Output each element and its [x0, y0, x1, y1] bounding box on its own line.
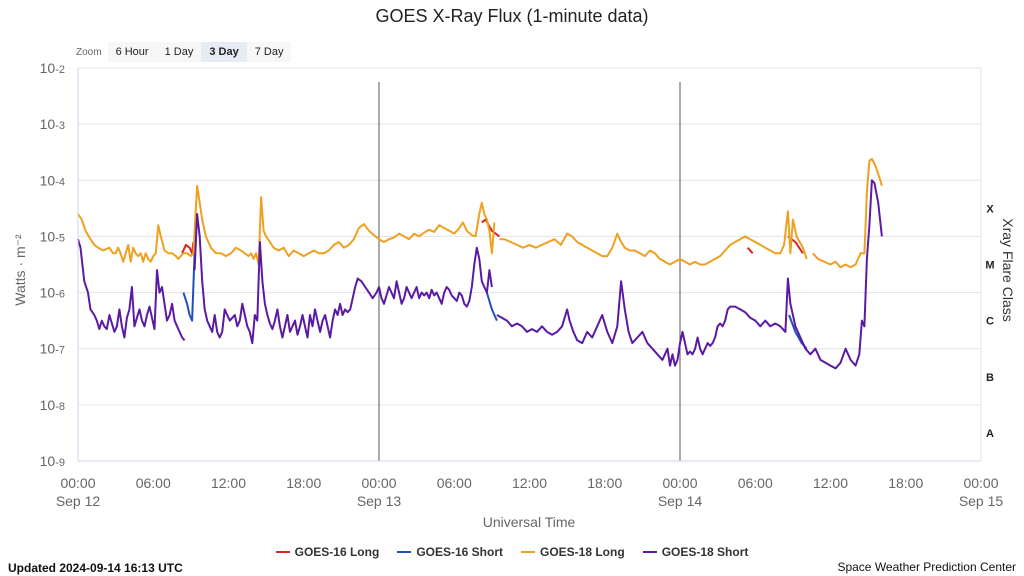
x-tick-time: 00:00 — [662, 475, 697, 491]
y-tick-label: 10-3 — [40, 116, 65, 132]
x-tick-time: 00:00 — [361, 475, 396, 491]
y-axis-title: Watts · m⁻² — [12, 234, 28, 306]
zoom-selector: Zoom 6 Hour 1 Day 3 Day 7 Day — [76, 41, 292, 63]
y-tick-label: 10-5 — [40, 228, 65, 244]
series-line-goes-18-short — [193, 213, 493, 345]
x-tick-time: 00:00 — [60, 475, 95, 491]
y-tick-label: 10-7 — [40, 341, 65, 357]
x-tick-date: Sep 15 — [959, 493, 1004, 509]
series-line-goes-16-short — [182, 253, 196, 322]
series-line-goes-16-long — [746, 247, 754, 254]
legend-label: GOES-18 Short — [661, 545, 749, 559]
series-lines — [77, 158, 883, 370]
x-tick-time: 00:00 — [963, 475, 998, 491]
x-tick-time: 18:00 — [888, 475, 923, 491]
legend-label: GOES-16 Long — [294, 545, 380, 559]
x-tick-time: 18:00 — [286, 475, 321, 491]
zoom-label: Zoom — [76, 46, 102, 58]
flare-class-labels: X M C B A — [985, 203, 994, 440]
y-tick-labels: 10-2 10-3 10-4 10-5 10-6 10-7 10-8 10-9 — [40, 60, 65, 469]
x-tick-time: 18:00 — [587, 475, 622, 491]
x-tick-date: Sep 13 — [357, 493, 402, 509]
zoom-1-day-button[interactable]: 1 Day — [156, 42, 202, 62]
x-tick-time: 12:00 — [512, 475, 547, 491]
legend-swatch — [521, 551, 535, 553]
y-tick-label: 10-6 — [40, 285, 65, 301]
x-tick-time: 12:00 — [813, 475, 848, 491]
series-line-goes-18-short — [496, 179, 883, 370]
x-tick-time: 06:00 — [136, 475, 171, 491]
day-dividers — [378, 82, 681, 461]
legend-item-goes18-long[interactable]: GOES-18 Long — [521, 545, 625, 559]
series-line-goes-18-long — [812, 158, 883, 269]
x-tick-time: 06:00 — [437, 475, 472, 491]
y2-axis-title: Xray Flare Class — [1000, 218, 1016, 321]
x-tick-date: Sep 12 — [56, 493, 101, 509]
updated-timestamp: Updated 2024-09-14 16:13 UTC — [8, 561, 183, 575]
y-tick-label: 10-9 — [40, 453, 65, 469]
series-line-goes-16-long — [481, 218, 500, 238]
flare-class-c: C — [986, 316, 994, 328]
legend-label: GOES-16 Short — [416, 545, 503, 559]
x-tick-time: 06:00 — [738, 475, 773, 491]
x-tick-date: Sep 14 — [658, 493, 703, 509]
x-axis-title: Universal Time — [483, 514, 576, 530]
y-tick-label: 10-2 — [40, 60, 65, 76]
x-tick-labels: 00:00 Sep 12 06:00 12:00 18:00 00:00 Sep 13 06:… — [56, 475, 1004, 509]
series-line-goes-18-short — [77, 238, 186, 341]
legend-swatch — [275, 551, 290, 553]
x-tick-time: 12:00 — [211, 475, 246, 491]
flare-class-x: X — [986, 203, 994, 215]
legend: GOES-16 Long GOES-16 Short GOES-18 Long … — [0, 545, 1024, 559]
legend-swatch — [397, 551, 412, 553]
series-line-goes-16-short — [788, 314, 808, 350]
flare-class-a: A — [986, 428, 994, 440]
flare-class-b: B — [986, 372, 994, 384]
series-line-goes-16-long — [181, 241, 195, 255]
chart-title: GOES X-Ray Flux (1-minute data) — [375, 6, 649, 26]
legend-label: GOES-18 Long — [540, 545, 625, 559]
series-line-goes-16-long — [787, 235, 804, 254]
series-line-goes-18-long — [499, 210, 808, 266]
y-tick-label: 10-4 — [40, 172, 65, 188]
legend-swatch — [642, 551, 657, 553]
zoom-7-day-button[interactable]: 7 Day — [246, 42, 292, 62]
legend-item-goes18-short[interactable]: GOES-18 Short — [642, 545, 749, 559]
flare-class-m: M — [985, 260, 994, 272]
zoom-6-hour-button[interactable]: 6 Hour — [107, 42, 157, 62]
series-line-goes-18-long — [77, 184, 496, 266]
credit-text: Space Weather Prediction Center — [837, 560, 1016, 574]
legend-item-goes16-short[interactable]: GOES-16 Short — [397, 545, 503, 559]
zoom-3-day-button[interactable]: 3 Day — [201, 42, 247, 62]
series-line-goes-16-short — [485, 292, 498, 322]
grid — [78, 67, 981, 462]
legend-item-goes16-long[interactable]: GOES-16 Long — [275, 545, 380, 559]
y-tick-label: 10-8 — [40, 397, 65, 413]
axes — [77, 68, 982, 462]
